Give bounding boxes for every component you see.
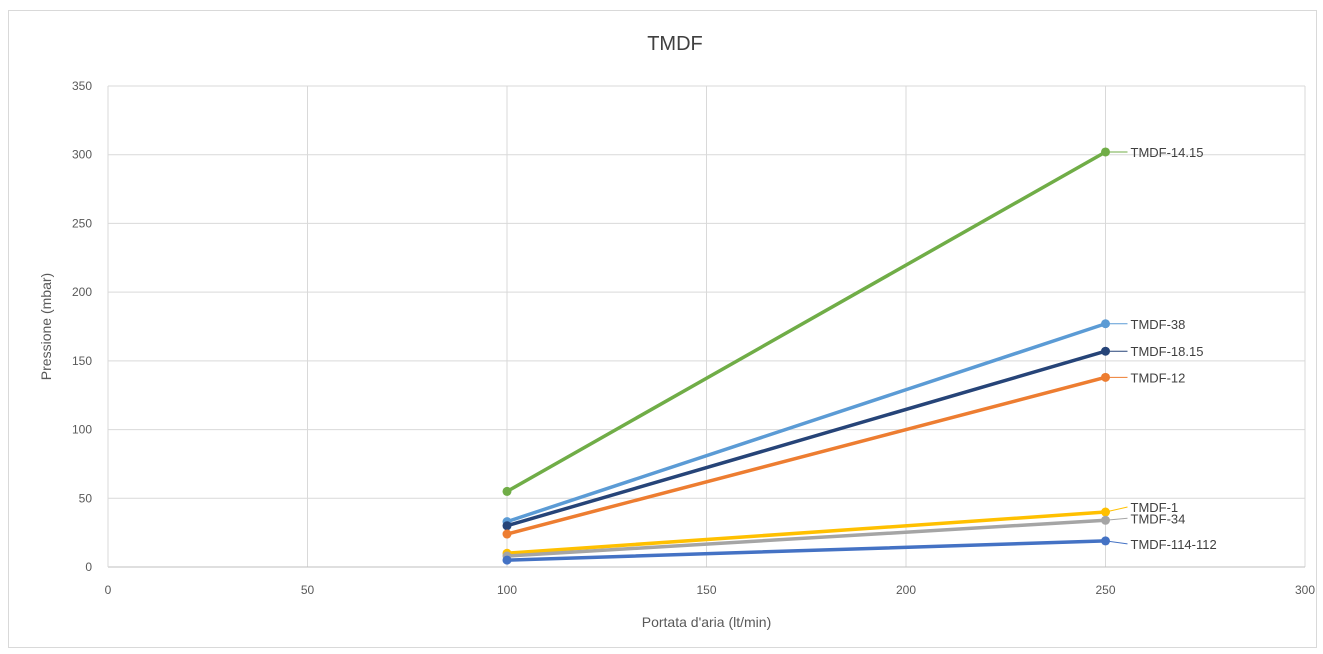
series-tmdf-34: TMDF-34 xyxy=(502,511,1186,561)
series-data-label: TMDF-34 xyxy=(1131,511,1186,526)
label-leader xyxy=(1105,506,1128,513)
series-line xyxy=(505,322,1108,524)
series-tmdf-114-112: TMDF-114-112 xyxy=(502,536,1217,565)
label-leader xyxy=(1105,540,1128,545)
series-tmdf-12: TMDF-12 xyxy=(502,370,1186,539)
y-tick-label: 50 xyxy=(79,491,93,505)
y-tick-label: 300 xyxy=(72,148,92,162)
y-tick-label: 350 xyxy=(72,79,92,93)
y-tick-label: 0 xyxy=(85,560,92,574)
y-axis-title: Pressione (mbar) xyxy=(38,273,54,380)
chart-title: TMDF xyxy=(647,33,703,55)
data-point xyxy=(502,529,512,539)
series-data-label: TMDF-12 xyxy=(1131,370,1186,385)
x-tick-label: 250 xyxy=(1095,583,1115,597)
data-point xyxy=(1101,507,1110,517)
x-axis-title: Portata d'aria (lt/min) xyxy=(642,614,772,630)
x-tick-label: 300 xyxy=(1295,583,1315,597)
series-tmdf-18.15: TMDF-18.15 xyxy=(502,344,1204,531)
data-point xyxy=(502,521,512,531)
gridlines xyxy=(108,85,1306,567)
series-line xyxy=(505,518,1108,558)
data-point xyxy=(502,486,512,496)
series-data-label: TMDF-38 xyxy=(1131,317,1186,332)
series-data-label: TMDF-114-112 xyxy=(1131,537,1217,552)
series-tmdf-14.15: TMDF-14.15 xyxy=(502,145,1204,496)
series-tmdf-38: TMDF-38 xyxy=(502,317,1186,527)
y-tick-label: 100 xyxy=(72,423,92,437)
x-tick-label: 150 xyxy=(696,583,716,597)
series-line xyxy=(505,375,1108,536)
series-line xyxy=(505,150,1108,494)
series-tmdf-1: TMDF-1 xyxy=(502,500,1179,558)
label-leader xyxy=(1105,517,1128,521)
series-line xyxy=(505,539,1108,562)
series-data-label: TMDF-18.15 xyxy=(1131,344,1204,359)
y-tick-label: 150 xyxy=(72,354,92,368)
x-tick-label: 200 xyxy=(896,583,916,597)
x-tick-label: 100 xyxy=(497,583,517,597)
series-line xyxy=(505,510,1108,556)
y-tick-label: 200 xyxy=(72,285,92,299)
series-layer: TMDF-14.15 TMDF-38 TMDF-18.15 TMDF-12 TMDF-1… xyxy=(502,145,1217,565)
series-data-label: TMDF-1 xyxy=(1131,500,1179,515)
series-line xyxy=(505,349,1108,528)
series-data-label: TMDF-14.15 xyxy=(1131,145,1204,160)
y-tick-label: 250 xyxy=(72,216,92,230)
x-tick-label: 0 xyxy=(105,583,112,597)
x-tick-label: 50 xyxy=(301,583,315,597)
data-point xyxy=(502,555,512,565)
axes: 0 50 100 150 200 250 300 350 0 50 100 150 200 250 300 xyxy=(72,79,1315,597)
